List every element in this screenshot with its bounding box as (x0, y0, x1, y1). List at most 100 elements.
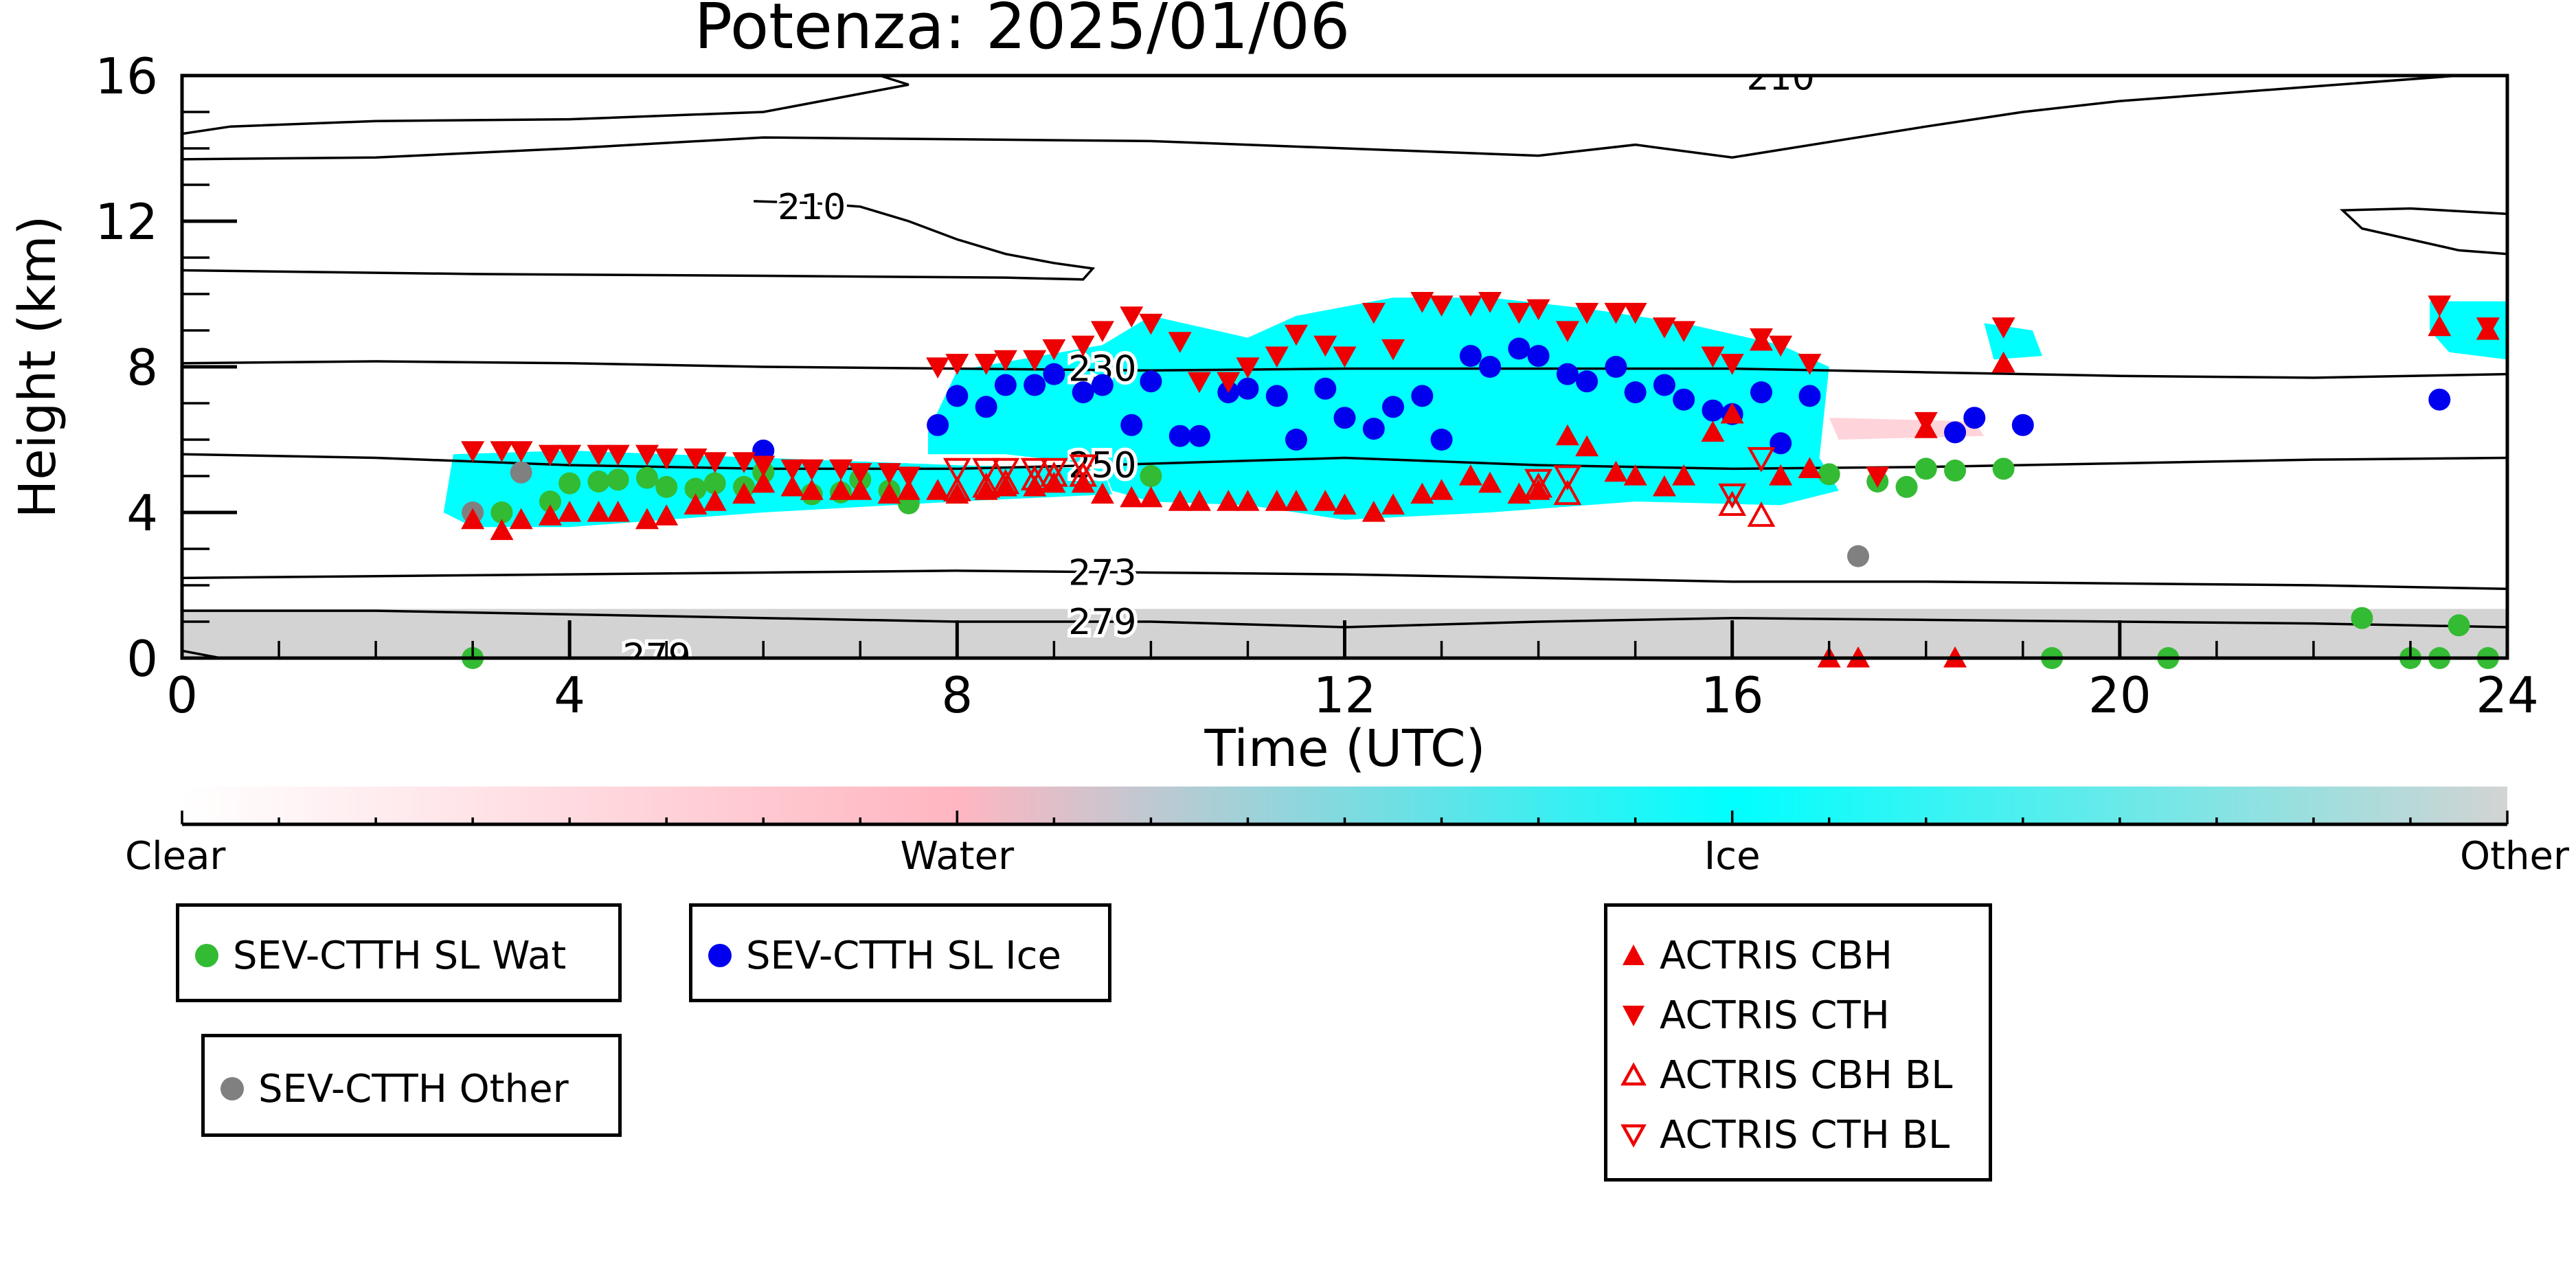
point-actris-cbh-50 (1672, 464, 1696, 486)
point-sev-ctth-sl-ice-2 (946, 385, 969, 407)
point-actris-cth-8 (655, 448, 679, 470)
legend-sev-other: SEV-CTTH Other (201, 1034, 622, 1137)
point-actris-cth-50 (1672, 321, 1696, 342)
point-sev-ctth-sl-ice-1 (927, 414, 949, 436)
contour-label-7: 279 (1068, 602, 1136, 643)
data-markers (461, 292, 2500, 669)
point-actris-cth-22 (993, 350, 1017, 372)
point-sev-ctth-sl-ice-10 (1140, 370, 1162, 393)
y-axis-label: Height (km) (8, 216, 67, 519)
point-actris-cbh-26 (1090, 482, 1114, 504)
point-actris-cbh-19 (926, 479, 950, 500)
point-actris-cth-25 (1071, 335, 1095, 357)
point-actris-cth-47 (1604, 302, 1628, 324)
point-actris-cth-55 (1798, 354, 1822, 375)
point-sev-ctth-sl-ice-26 (1527, 345, 1550, 368)
point-actris-cbh-51 (1701, 420, 1725, 442)
point-actris-cbh-0 (461, 508, 485, 530)
x-axis-label: Time (UTC) (1204, 719, 1485, 778)
point-actris-cbh-37 (1362, 501, 1386, 522)
contour-line-0 (182, 76, 909, 135)
legend-marker-actris-cth (1623, 1006, 1645, 1026)
point-actris-cth-40 (1430, 295, 1454, 317)
point-actris-cth-54 (1769, 335, 1793, 357)
point-actris-cbh-40 (1430, 479, 1454, 500)
series-actris-cth-bl (942, 447, 1776, 509)
point-actris-cth-21 (974, 354, 998, 375)
point-sev-ctth-sl-ice-18 (1333, 407, 1356, 429)
point-sev-ctth-sl-ice-35 (1750, 381, 1772, 404)
point-actris-cbh-bl-2 (991, 468, 1020, 495)
point-sev-ctth-sl-ice-41 (2428, 388, 2451, 411)
point-sev-ctth-sl-wat-26 (2351, 607, 2373, 629)
x-tick-label-20: 20 (2088, 666, 2151, 724)
point-sev-ctth-sl-ice-3 (975, 396, 997, 418)
point-actris-cth-1 (490, 441, 514, 462)
point-actris-cbh-bl-5 (1069, 461, 1098, 487)
point-actris-cth-16 (848, 463, 872, 484)
ice-cloud-small (1984, 323, 2042, 360)
point-sev-ctth-sl-ice-39 (1963, 407, 1986, 429)
point-actris-cbh-27 (1120, 486, 1144, 508)
contour-line-1 (182, 76, 2459, 161)
legend-marker-actris-cbh-bl (1620, 1062, 1647, 1086)
point-actris-cth-3 (538, 444, 562, 466)
point-actris-cth-24 (1042, 339, 1066, 361)
x-tick-label-24: 24 (2476, 666, 2539, 724)
legend-marker-sev-wat (195, 944, 218, 967)
point-actris-cth-59 (2428, 295, 2452, 317)
point-actris-cth-31 (1217, 372, 1241, 394)
point-actris-cbh-12 (752, 471, 776, 493)
point-actris-cth-30 (1187, 372, 1211, 394)
point-actris-cbh-43 (1507, 482, 1531, 504)
point-actris-cbh-2 (509, 508, 533, 530)
colorbar-label-water: Water (901, 834, 1015, 879)
point-sev-ctth-sl-wat-29 (2448, 614, 2470, 637)
point-sev-ctth-sl-ice-32 (1673, 388, 1695, 411)
point-actris-cth-33 (1265, 346, 1289, 368)
point-actris-cth-bl-1 (972, 457, 1001, 484)
point-actris-cth-28 (1139, 313, 1163, 335)
point-sev-ctth-sl-wat-18 (1818, 463, 1840, 486)
point-actris-cth-14 (800, 459, 824, 481)
point-actris-cth-2 (509, 441, 533, 462)
point-sev-ctth-sl-wat-5 (607, 468, 629, 491)
point-actris-cbh-34 (1284, 490, 1308, 511)
point-actris-cbh-bl-7 (1553, 479, 1582, 506)
legend-marker-sev-other (221, 1077, 244, 1100)
point-actris-cth-51 (1701, 346, 1725, 368)
point-actris-cth-46 (1575, 302, 1599, 324)
point-actris-cbh-49 (1652, 475, 1676, 497)
point-actris-cbh-22 (993, 475, 1017, 497)
point-actris-cbh-28 (1139, 486, 1163, 508)
point-actris-cbh-25 (1071, 471, 1095, 493)
ice-cloud-right (2430, 301, 2507, 360)
point-actris-cbh-39 (1410, 482, 1434, 504)
point-actris-cbh-32 (1236, 490, 1260, 511)
point-actris-cbh-48 (1623, 464, 1647, 486)
contour-line-4 (182, 360, 2507, 379)
point-actris-cth-bl-8 (1718, 483, 1747, 509)
legend-label-sev-other: SEV-CTTH Other (258, 1066, 569, 1111)
point-sev-ctth-sl-ice-27 (1556, 363, 1579, 385)
point-sev-ctth-sl-ice-19 (1362, 418, 1385, 440)
point-actris-cbh-45 (1555, 424, 1579, 446)
point-actris-cbh-47 (1604, 460, 1628, 482)
point-actris-cth-48 (1623, 302, 1647, 324)
point-actris-cbh-30 (1187, 490, 1211, 511)
y-tick-label-12: 12 (95, 193, 158, 251)
point-sev-ctth-sl-ice-30 (1624, 381, 1647, 404)
point-sev-ctth-sl-ice-5 (1024, 374, 1046, 396)
point-actris-cth-23 (1023, 350, 1047, 372)
point-actris-cth-36 (1333, 346, 1357, 368)
point-sev-ctth-sl-wat-1 (490, 501, 513, 523)
contour-label-6: 273 (1068, 552, 1136, 594)
point-actris-cbh-bl-1 (972, 472, 1001, 498)
point-sev-ctth-sl-ice-20 (1382, 396, 1405, 418)
x-tick-label-12: 12 (1313, 666, 1377, 724)
contour-line-2 (182, 200, 1096, 281)
point-sev-ctth-sl-ice-4 (994, 374, 1017, 396)
point-actris-cth-17 (877, 463, 901, 484)
point-sev-ctth-sl-wat-17 (1140, 465, 1162, 487)
